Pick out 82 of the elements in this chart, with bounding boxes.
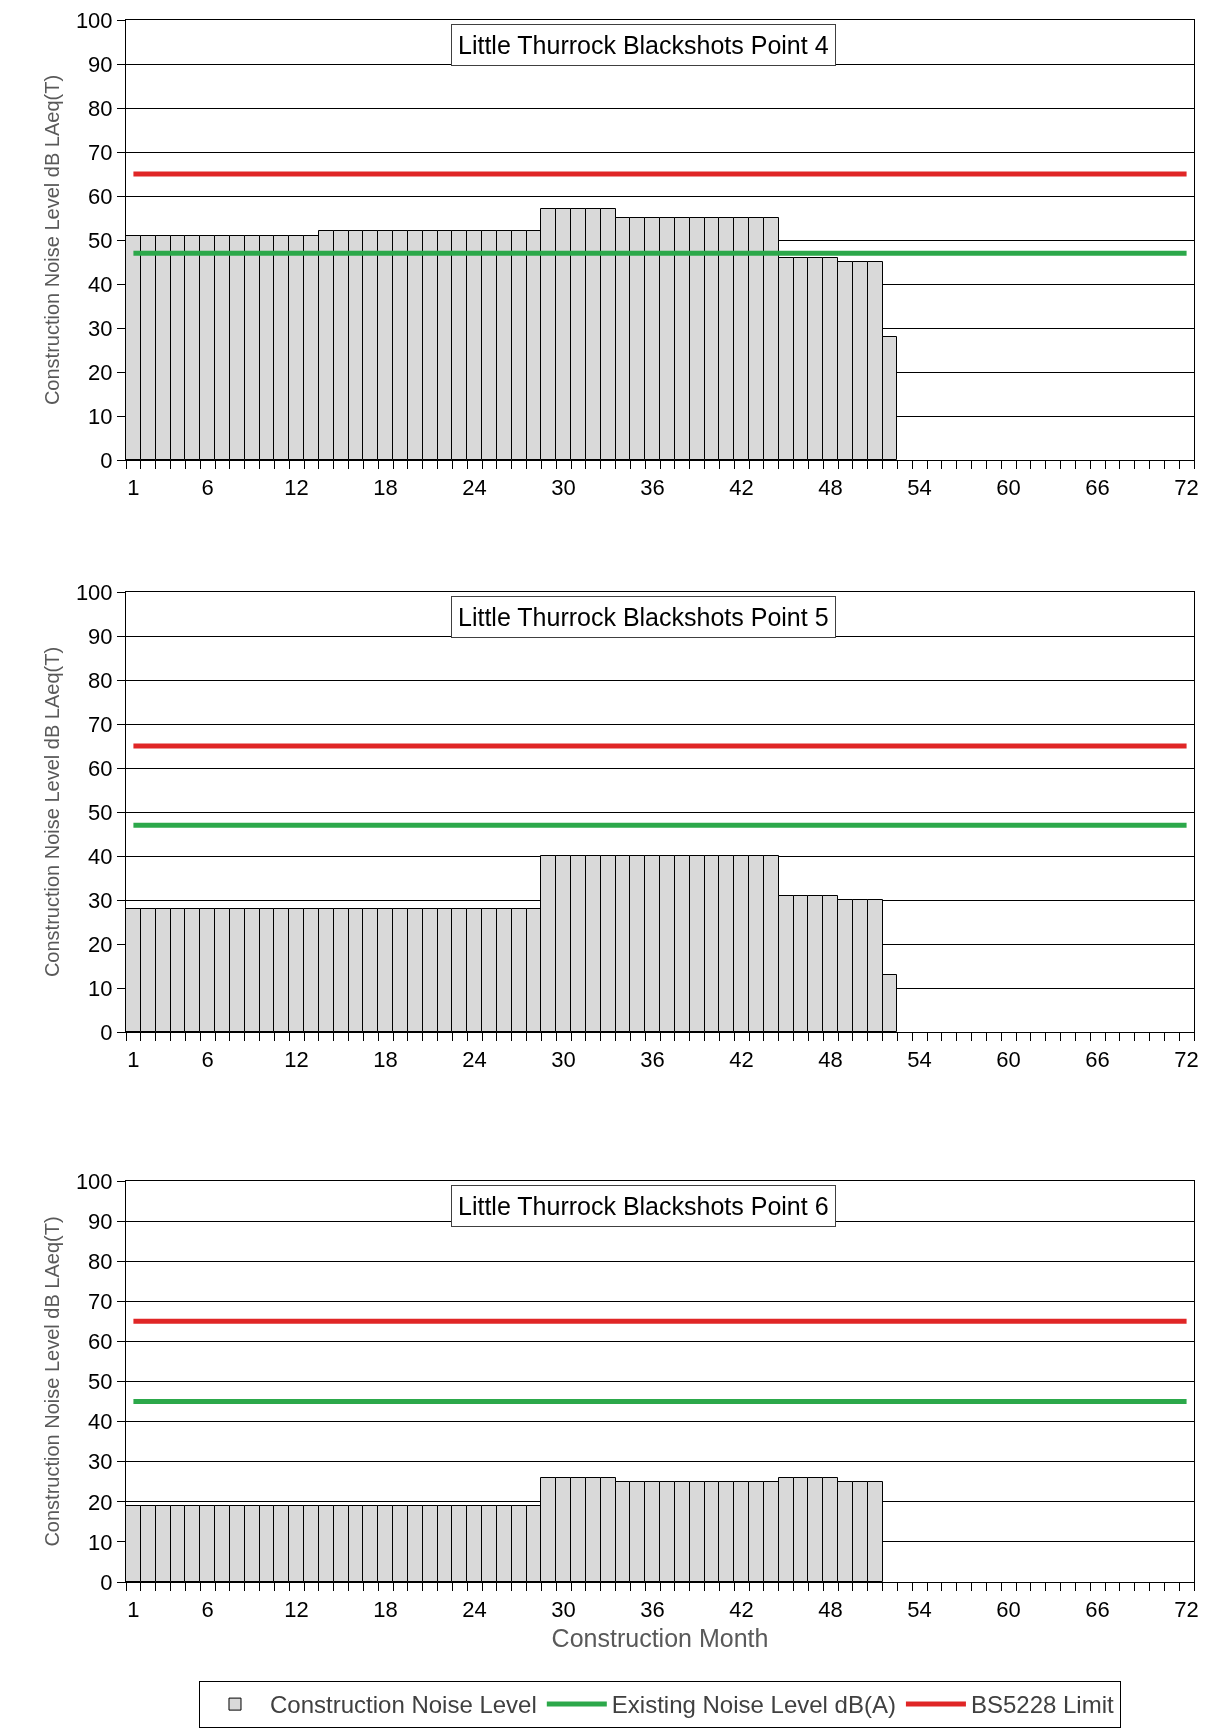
x-tick-label: 24 bbox=[462, 475, 487, 501]
y-tick-label: 100 bbox=[75, 579, 113, 605]
y-axis-title: Construction Noise Level dB LAeq(T) bbox=[41, 74, 64, 406]
x-tick-label: 12 bbox=[284, 1047, 309, 1073]
y-tick-label: 50 bbox=[88, 227, 113, 253]
x-tick-label: 24 bbox=[462, 1597, 487, 1623]
y-tick-label: 10 bbox=[88, 975, 113, 1001]
x-tick-label: 18 bbox=[373, 1597, 398, 1623]
y-tick-label: 30 bbox=[88, 315, 113, 341]
x-tick-label: 36 bbox=[640, 1047, 665, 1073]
x-tick-label: 18 bbox=[373, 1047, 398, 1073]
y-tick-label: 70 bbox=[88, 1289, 113, 1314]
y-tick-label: 20 bbox=[88, 359, 113, 385]
x-tick-label: 48 bbox=[818, 1047, 843, 1073]
x-tick-label: 60 bbox=[996, 475, 1021, 501]
y-tick-label: 80 bbox=[88, 667, 113, 693]
x-tick-label: 42 bbox=[729, 1597, 754, 1623]
y-tick-label: 0 bbox=[100, 1569, 113, 1595]
x-tick-label: 12 bbox=[284, 475, 309, 501]
y-tick-label: 60 bbox=[88, 1329, 113, 1355]
x-tick-label: 54 bbox=[907, 1597, 932, 1623]
y-tick-label: 30 bbox=[88, 887, 113, 913]
y-tick-label: 0 bbox=[100, 447, 113, 473]
x-axis-title: Construction Month bbox=[551, 1624, 769, 1653]
y-tick-label: 50 bbox=[88, 1369, 113, 1395]
y-axis-title: Construction Noise Level dB LAeq(T) bbox=[41, 1216, 64, 1547]
y-tick-label: 0 bbox=[100, 1019, 113, 1045]
y-tick-label: 100 bbox=[75, 1168, 113, 1194]
x-tick-label: 1 bbox=[127, 1047, 140, 1073]
x-tick-label: 66 bbox=[1085, 475, 1110, 501]
x-tick-label: 72 bbox=[1174, 475, 1199, 501]
y-tick-label: 90 bbox=[88, 623, 113, 649]
x-tick-label: 6 bbox=[201, 1597, 214, 1623]
chart-title: Little Thurrock Blackshots Point 5 bbox=[458, 603, 829, 631]
x-tick-label: 42 bbox=[729, 1047, 754, 1073]
x-tick-label: 30 bbox=[551, 1597, 576, 1623]
y-tick-label: 80 bbox=[88, 95, 113, 121]
x-tick-label: 1 bbox=[127, 1597, 140, 1623]
y-axis-title: Construction Noise Level dB LAeq(T) bbox=[41, 646, 64, 978]
x-tick-label: 60 bbox=[996, 1047, 1021, 1073]
x-tick-label: 54 bbox=[907, 1047, 932, 1073]
y-tick-label: 40 bbox=[88, 271, 113, 297]
y-tick-label: 40 bbox=[88, 843, 113, 869]
x-tick-label: 24 bbox=[462, 1047, 487, 1073]
y-tick-label: 90 bbox=[88, 1208, 113, 1234]
x-tick-label: 1 bbox=[127, 475, 140, 501]
x-tick-label: 30 bbox=[551, 475, 576, 501]
y-tick-label: 20 bbox=[88, 1489, 113, 1515]
x-tick-label: 72 bbox=[1174, 1047, 1199, 1073]
y-tick-label: 10 bbox=[88, 403, 113, 429]
y-tick-label: 50 bbox=[88, 799, 113, 825]
x-tick-label: 66 bbox=[1085, 1597, 1110, 1623]
y-tick-label: 70 bbox=[88, 711, 113, 737]
x-tick-label: 6 bbox=[201, 1047, 214, 1073]
y-tick-label: 100 bbox=[75, 7, 113, 33]
x-tick-label: 36 bbox=[640, 1597, 665, 1623]
x-tick-label: 72 bbox=[1174, 1597, 1199, 1623]
y-tick-label: 90 bbox=[88, 51, 113, 77]
x-tick-label: 54 bbox=[907, 475, 932, 501]
x-tick-label: 30 bbox=[551, 1047, 576, 1073]
x-tick-label: 48 bbox=[818, 475, 843, 501]
x-tick-label: 42 bbox=[729, 475, 754, 501]
chart-title: Little Thurrock Blackshots Point 6 bbox=[458, 1192, 829, 1220]
y-tick-label: 60 bbox=[88, 183, 113, 209]
x-tick-label: 12 bbox=[284, 1597, 309, 1623]
y-tick-label: 30 bbox=[88, 1449, 113, 1475]
y-tick-label: 40 bbox=[88, 1409, 113, 1435]
x-tick-label: 18 bbox=[373, 475, 398, 501]
y-tick-label: 20 bbox=[88, 931, 113, 957]
legend-label: BS5228 Limit bbox=[970, 1691, 1115, 1719]
legend-label: Construction Noise Level bbox=[269, 1691, 537, 1719]
x-tick-label: 6 bbox=[201, 475, 214, 501]
y-tick-label: 60 bbox=[88, 755, 113, 781]
x-tick-label: 48 bbox=[818, 1597, 843, 1623]
y-tick-label: 10 bbox=[88, 1529, 113, 1555]
x-tick-label: 36 bbox=[640, 475, 665, 501]
x-tick-label: 66 bbox=[1085, 1047, 1110, 1073]
x-tick-label: 60 bbox=[996, 1597, 1021, 1623]
y-tick-label: 70 bbox=[88, 139, 113, 165]
legend-label: Existing Noise Level dB(A) bbox=[611, 1691, 896, 1719]
text: Little Thurrock Blackshots Point 4 bbox=[458, 31, 829, 59]
y-tick-label: 80 bbox=[88, 1248, 113, 1274]
